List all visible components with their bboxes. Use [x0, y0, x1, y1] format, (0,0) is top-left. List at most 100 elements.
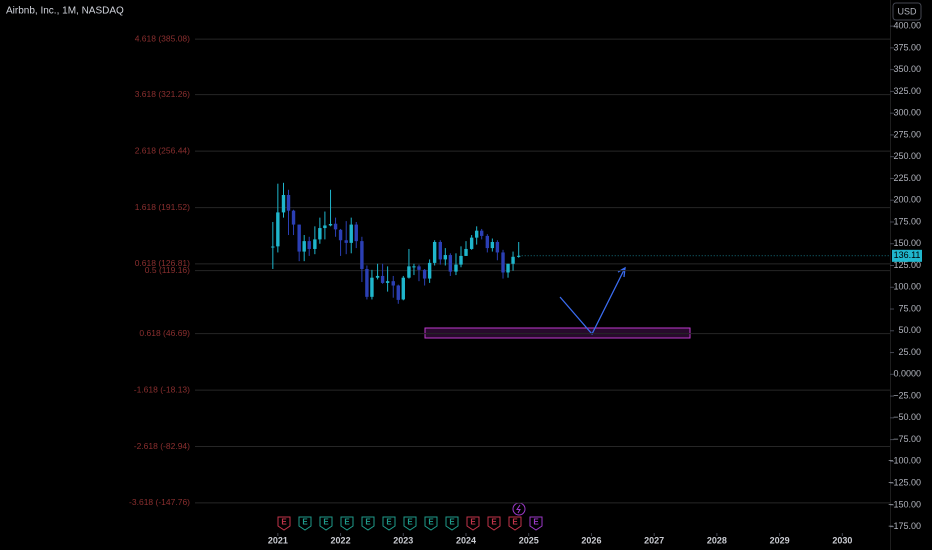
fib-label: 0.618 (46.69)	[139, 328, 190, 338]
earnings-badge	[466, 516, 480, 531]
x-tick-label: 2029	[770, 535, 790, 545]
earnings-badge	[298, 516, 312, 531]
candle-body	[391, 281, 395, 286]
candle-body	[354, 224, 358, 242]
target-box	[424, 327, 691, 339]
fib-label: -2.618 (-82.94)	[134, 441, 190, 451]
event-icon-bolt	[516, 504, 521, 514]
candle-body	[276, 212, 280, 247]
earnings-badge	[277, 516, 291, 531]
fib-label: 4.618 (385.08)	[135, 33, 190, 43]
x-tick-label: 2024	[456, 535, 476, 545]
candle-body	[380, 275, 385, 283]
earnings-badge	[529, 516, 543, 531]
candle-body	[511, 256, 515, 264]
candle-body	[318, 228, 322, 240]
y-tick-label: 250.00	[893, 151, 921, 161]
earnings-badge	[340, 516, 354, 531]
candle-body	[501, 252, 505, 273]
candle-body	[474, 230, 479, 238]
candle-body	[495, 241, 500, 253]
candle-body	[281, 194, 286, 213]
candle-body	[438, 241, 442, 260]
y-tick-label: 150.00	[893, 238, 921, 248]
earnings-badge	[403, 516, 417, 531]
earnings-label: E	[407, 518, 413, 527]
earnings-label: E	[491, 518, 497, 527]
earnings-label: E	[470, 518, 476, 527]
earnings-label: E	[428, 518, 434, 527]
chart-title: Airbnb, Inc., 1M, NASDAQ	[6, 6, 124, 17]
candle-body	[323, 225, 327, 229]
candle-body	[485, 235, 490, 249]
candle-body	[454, 264, 458, 272]
y-tick-label: 175.00	[893, 216, 921, 226]
candle-body	[291, 210, 296, 225]
earnings-label: E	[344, 518, 350, 527]
candle-body	[338, 229, 343, 241]
candle-body	[344, 240, 348, 243]
y-tick-label: 25.00	[898, 347, 921, 357]
candle-body	[459, 255, 463, 265]
x-tick-label: 2030	[832, 535, 852, 545]
x-tick-label: 2021	[268, 535, 288, 545]
y-tick-label: −50.00	[893, 412, 921, 422]
candle-body	[417, 266, 421, 270]
y-tick-label: −125.00	[888, 477, 921, 487]
x-tick-label: 2022	[331, 535, 351, 545]
y-tick-label: 100.00	[893, 282, 921, 292]
fib-label: 3.618 (321.26)	[135, 89, 190, 99]
earnings-label: E	[323, 518, 329, 527]
candle-body	[302, 241, 306, 252]
currency-label: USD	[897, 6, 917, 16]
earnings-badge	[382, 516, 396, 531]
y-tick-label: −75.00	[893, 434, 921, 444]
candle-body	[396, 285, 400, 300]
candle-body	[490, 241, 495, 249]
last-price-box	[892, 249, 922, 262]
earnings-badge	[319, 516, 333, 531]
y-tick-label: −150.00	[888, 499, 921, 509]
candle-body	[333, 223, 338, 230]
candle-body	[443, 255, 448, 260]
earnings-label: E	[386, 518, 392, 527]
x-tick-label: 2028	[707, 535, 727, 545]
candle-body	[297, 224, 301, 252]
y-tick-label: 275.00	[893, 129, 921, 139]
candle-body	[313, 239, 317, 249]
x-tick-label: 2023	[393, 535, 413, 545]
fib-label: 0.618 (126.81)	[135, 258, 190, 268]
fib-label: -1.618 (-18.13)	[134, 384, 190, 394]
earnings-badge	[487, 516, 501, 531]
fib-label: 0.5 (119.16)	[145, 265, 190, 275]
y-tick-label: 75.00	[898, 303, 921, 313]
y-tick-label: −175.00	[888, 521, 921, 531]
earnings-badge	[445, 516, 459, 531]
y-tick-label: 400.00	[893, 20, 921, 30]
earnings-label: E	[533, 518, 539, 527]
currency-button[interactable]	[892, 2, 922, 21]
candle-body	[370, 277, 374, 297]
fib-label: 1.618 (191.52)	[135, 202, 190, 212]
candle-body	[365, 268, 369, 297]
earnings-label: E	[512, 518, 518, 527]
candle-body	[307, 241, 311, 249]
y-tick-label: 225.00	[893, 173, 921, 183]
y-tick-label: 300.00	[893, 108, 921, 118]
candle-body	[448, 255, 453, 272]
y-tick-label: −100.00	[888, 456, 921, 466]
fib-label: -3.618 (-147.76)	[129, 497, 190, 507]
y-tick-label: 375.00	[893, 42, 921, 52]
candle-body	[385, 281, 390, 283]
x-tick-label: 2026	[581, 535, 601, 545]
earnings-label: E	[302, 518, 308, 527]
fib-label: 2.618 (256.44)	[135, 145, 190, 155]
earnings-label: E	[365, 518, 371, 527]
earnings-badge	[361, 516, 375, 531]
earnings-badge	[508, 516, 522, 531]
candle-body	[349, 224, 353, 243]
candle-body	[407, 266, 411, 278]
